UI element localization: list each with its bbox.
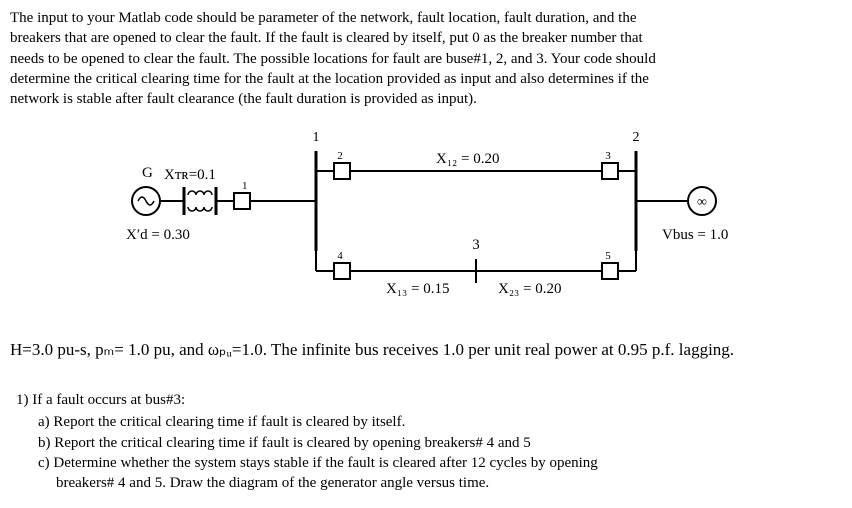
q1-lead: 1) If a fault occurs at bus#3: [16,390,842,410]
Xtr-label: Xᴛʀ=0.1 [164,167,216,183]
xfmr-brk-num: 1 [242,180,248,192]
intro-l2: breakers that are opened to clear the fa… [10,30,643,46]
intro-l1: The input to your Matlab code should be … [10,10,636,26]
x12-label: X₁₂ = 0.20 [436,151,500,167]
breaker5-label: 5 [605,250,611,262]
breaker3-label: 3 [605,150,611,162]
x13-label: X₁₃ = 0.15 [386,281,450,297]
x23-label: X₂₃ = 0.20 [498,281,562,297]
breaker1-icon [234,193,250,209]
q1-c-line2: breakers# 4 and 5. Draw the diagram of t… [56,473,842,493]
breaker4-icon [334,263,350,279]
intro-l4: determine the critical clearing time for… [10,71,649,87]
breaker3-icon [602,163,618,179]
G-label: G [142,165,153,181]
Xd-label: X′d = 0.30 [126,227,190,243]
breaker2-label: 2 [337,150,343,162]
q1-b: b) Report the critical clearing time if … [38,433,842,453]
breaker5-icon [602,263,618,279]
xfmr-coil-bot [188,207,212,211]
breaker4-label: 4 [337,250,343,262]
breaker2-icon [334,163,350,179]
bus1-label: 1 [313,130,320,145]
circuit-svg: 1 2 G Xᴛʀ=0.1 X′d = 0.30 1 2 X₁₂ = 0.20 … [106,121,746,321]
intro-l5: network is stable after fault clearance … [10,91,477,107]
xfmr-coil-top [188,191,212,195]
q1-a: a) Report the critical clearing time if … [38,412,842,432]
intro-paragraph: The input to your Matlab code should be … [10,8,842,109]
node3-label: 3 [472,237,480,253]
inf-label: ∞ [697,195,707,210]
vbus-label: Vbus = 1.0 [662,227,728,243]
params-line: H=3.0 pu-s, pₘ= 1.0 pu, and ωₚᵤ=1.0. The… [10,339,842,362]
bus2-label: 2 [633,130,640,145]
intro-l3: needs to be opened to clear the fault. T… [10,51,656,67]
question-1: 1) If a fault occurs at bus#3: a) Report… [16,390,842,493]
circuit-diagram: 1 2 G Xᴛʀ=0.1 X′d = 0.30 1 2 X₁₂ = 0.20 … [106,121,746,321]
q1-c-line1: c) Determine whether the system stays st… [38,453,842,473]
